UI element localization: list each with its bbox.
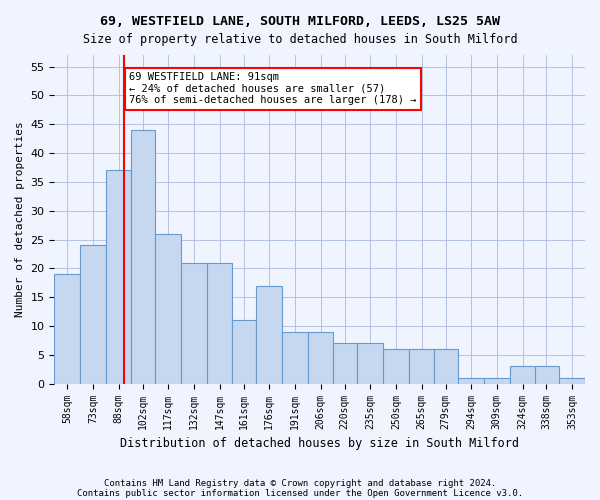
Bar [458, 378, 484, 384]
Text: Contains public sector information licensed under the Open Government Licence v3: Contains public sector information licen… [77, 488, 523, 498]
X-axis label: Distribution of detached houses by size in South Milford: Distribution of detached houses by size … [120, 437, 519, 450]
Bar [207, 262, 232, 384]
Bar [256, 286, 282, 384]
Y-axis label: Number of detached properties: Number of detached properties [15, 122, 25, 317]
Bar [358, 344, 383, 384]
Bar [509, 366, 535, 384]
Text: Contains HM Land Registry data © Crown copyright and database right 2024.: Contains HM Land Registry data © Crown c… [104, 478, 496, 488]
Bar [282, 332, 308, 384]
Bar [181, 262, 207, 384]
Bar [332, 344, 358, 384]
Bar [232, 320, 256, 384]
Bar [409, 349, 434, 384]
Bar [80, 246, 106, 384]
Text: Size of property relative to detached houses in South Milford: Size of property relative to detached ho… [83, 32, 517, 46]
Bar [308, 332, 332, 384]
Bar [559, 378, 585, 384]
Bar [55, 274, 80, 384]
Bar [383, 349, 409, 384]
Bar [484, 378, 509, 384]
Bar [131, 130, 155, 384]
Text: 69 WESTFIELD LANE: 91sqm
← 24% of detached houses are smaller (57)
76% of semi-d: 69 WESTFIELD LANE: 91sqm ← 24% of detach… [129, 72, 416, 106]
Bar [155, 234, 181, 384]
Bar [535, 366, 559, 384]
Bar [106, 170, 131, 384]
Text: 69, WESTFIELD LANE, SOUTH MILFORD, LEEDS, LS25 5AW: 69, WESTFIELD LANE, SOUTH MILFORD, LEEDS… [100, 15, 500, 28]
Bar [434, 349, 458, 384]
